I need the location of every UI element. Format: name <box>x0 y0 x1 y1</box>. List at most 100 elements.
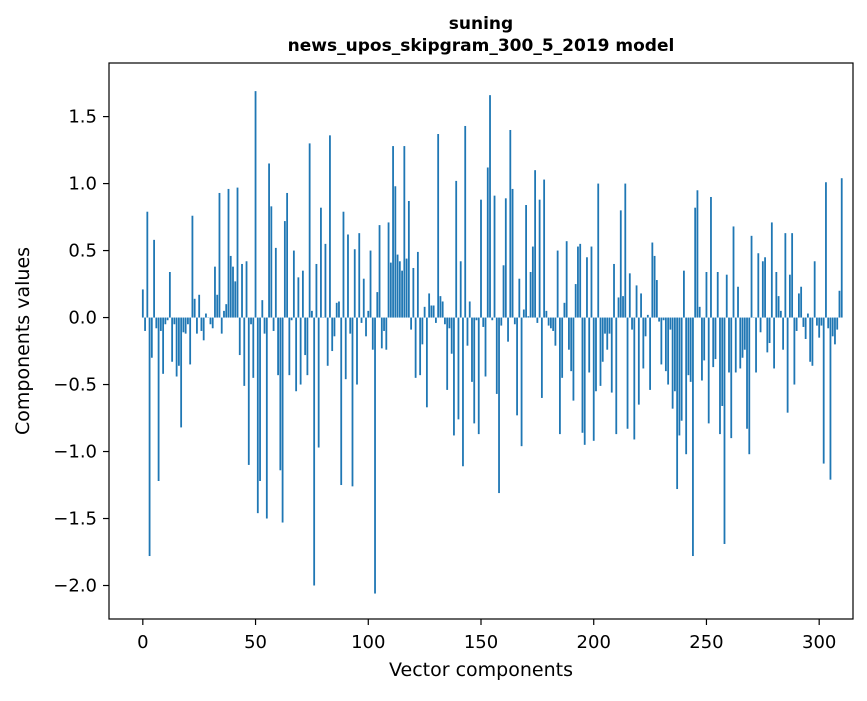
bar <box>577 247 579 318</box>
bar <box>361 318 363 323</box>
bar <box>669 318 671 330</box>
bar <box>390 263 392 318</box>
bar <box>559 318 561 435</box>
bar <box>638 318 640 405</box>
bar <box>775 272 777 318</box>
bars-layer <box>142 91 843 593</box>
bar <box>730 318 732 439</box>
bar <box>555 318 557 346</box>
bar <box>780 311 782 318</box>
bar <box>548 318 550 326</box>
bar <box>773 318 775 369</box>
bar <box>631 318 633 330</box>
bar <box>591 247 593 318</box>
bar <box>473 318 475 424</box>
bar <box>834 318 836 345</box>
bar <box>676 318 678 489</box>
bar <box>665 318 667 372</box>
bar <box>809 318 811 362</box>
bar <box>514 318 516 325</box>
bar <box>169 272 171 318</box>
bar <box>787 318 789 413</box>
bar <box>478 318 480 435</box>
bar <box>830 318 832 480</box>
bar <box>552 318 554 331</box>
bar <box>412 268 414 318</box>
bar <box>257 318 259 514</box>
plot-frame <box>109 63 853 619</box>
bar <box>243 318 245 386</box>
bar <box>406 259 408 318</box>
bar <box>297 277 299 317</box>
bar <box>358 233 360 317</box>
bar <box>627 318 629 429</box>
bar <box>282 318 284 523</box>
bar <box>688 318 690 376</box>
bar <box>246 261 248 317</box>
bar <box>201 318 203 331</box>
bar <box>694 208 696 318</box>
bar <box>307 318 309 376</box>
bar <box>171 318 173 362</box>
bar <box>261 300 263 317</box>
bar <box>733 226 735 317</box>
bar <box>273 318 275 331</box>
bar <box>656 280 658 318</box>
x-tick-label: 250 <box>689 632 723 653</box>
bar <box>739 318 741 369</box>
bar <box>615 318 617 435</box>
bar <box>318 318 320 448</box>
bar <box>476 318 478 321</box>
bar <box>205 314 207 318</box>
bar <box>232 267 234 318</box>
y-tick-label: −1.0 <box>53 442 97 463</box>
bar <box>164 318 166 325</box>
bar <box>183 318 185 333</box>
bar <box>573 318 575 401</box>
bar <box>221 318 223 334</box>
bar <box>516 318 518 416</box>
bar <box>836 318 838 330</box>
bar <box>453 318 455 436</box>
x-tick-label: 50 <box>244 632 267 653</box>
bar <box>489 95 491 317</box>
bar <box>155 318 157 329</box>
bar <box>162 318 164 374</box>
bar <box>446 318 448 390</box>
x-axis-label: Vector components <box>389 659 573 681</box>
bar <box>180 318 182 428</box>
bar <box>237 188 239 318</box>
bar <box>692 318 694 556</box>
bar <box>455 181 457 318</box>
bar <box>295 318 297 392</box>
bar <box>277 318 279 376</box>
bar <box>255 91 257 317</box>
bar <box>649 318 651 390</box>
bar <box>331 318 333 351</box>
bar <box>198 295 200 318</box>
bar <box>672 318 674 409</box>
bar <box>482 318 484 327</box>
bar <box>518 279 520 318</box>
bar <box>356 318 358 385</box>
bar <box>609 318 611 334</box>
bar <box>241 264 243 318</box>
bar <box>658 318 660 322</box>
bar <box>437 134 439 318</box>
bar <box>462 318 464 467</box>
bar <box>383 318 385 331</box>
bar <box>284 221 286 317</box>
bar <box>803 318 805 327</box>
bar <box>525 205 527 318</box>
bar <box>742 318 744 358</box>
bar <box>618 297 620 317</box>
bar <box>494 196 496 318</box>
bar <box>566 241 568 317</box>
bar <box>401 271 403 318</box>
bar <box>338 301 340 317</box>
bar <box>146 212 148 318</box>
bar <box>597 184 599 318</box>
bar <box>320 208 322 318</box>
bar <box>487 168 489 318</box>
